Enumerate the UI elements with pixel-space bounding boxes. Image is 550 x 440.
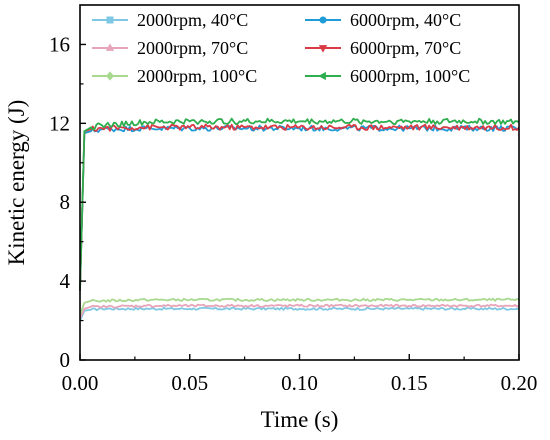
series-6: [79, 117, 520, 290]
series-line: [79, 297, 520, 315]
series-line: [79, 303, 520, 319]
legend-label: 6000rpm, 100°C: [350, 66, 470, 86]
y-axis-title: Kinetic energy (J): [4, 100, 29, 266]
legend-item: 6000rpm, 100°C: [305, 66, 470, 86]
x-axis-title: Time (s): [261, 407, 339, 432]
series-2: [79, 124, 520, 292]
legend: 2000rpm, 40°C 6000rpm, 40°C 2000rpm, 70°C 6…: [92, 10, 470, 86]
x-tick-label: 0.05: [171, 371, 208, 395]
x-tick-label: 0.10: [281, 371, 318, 395]
y-tick-label: 0: [60, 348, 71, 372]
legend-marker: [105, 43, 115, 51]
legend-label: 6000rpm, 40°C: [350, 10, 461, 30]
legend-marker: [106, 16, 114, 24]
legend-marker: [318, 71, 326, 81]
ticks-layer: 0.00 0.05 0.10 0.15 0.20 0 4 8 12 16: [49, 32, 537, 395]
legend-item: 6000rpm, 70°C: [305, 38, 461, 58]
y-tick-label: 16: [49, 32, 70, 56]
legend-marker: [318, 45, 328, 53]
plot-frame: [79, 4, 520, 361]
x-tick-label: 0.15: [391, 371, 428, 395]
series-1: [79, 306, 520, 321]
series-line: [79, 123, 520, 292]
legend-marker: [319, 16, 327, 24]
series-5: [79, 297, 520, 315]
legend-label: 2000rpm, 40°C: [137, 10, 248, 30]
series-4: [79, 123, 520, 292]
series-line: [79, 306, 520, 321]
series-line: [79, 117, 520, 290]
legend-item: 2000rpm, 70°C: [92, 38, 248, 58]
series-line: [79, 124, 520, 292]
legend-label: 6000rpm, 70°C: [350, 38, 461, 58]
y-tick-label: 4: [60, 269, 71, 293]
legend-label: 2000rpm, 70°C: [137, 38, 248, 58]
legend-marker: [106, 71, 114, 81]
x-tick-label: 0.00: [62, 371, 99, 395]
y-tick-label: 8: [60, 190, 71, 214]
y-tick-label: 12: [49, 111, 70, 135]
legend-item: 2000rpm, 40°C: [92, 10, 248, 30]
legend-item: 2000rpm, 100°C: [92, 66, 257, 86]
series-3: [79, 303, 520, 319]
x-tick-label: 0.20: [501, 371, 538, 395]
legend-item: 6000rpm, 40°C: [305, 10, 461, 30]
series-layer: [79, 117, 520, 321]
legend-label: 2000rpm, 100°C: [137, 66, 257, 86]
